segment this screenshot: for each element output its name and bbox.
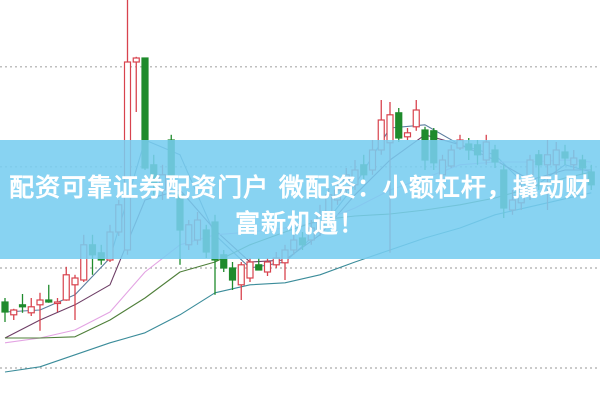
candle-body [132, 57, 140, 63]
candle-body [10, 309, 18, 316]
candle-body [45, 299, 53, 303]
candle-body [386, 114, 394, 144]
promo-banner: 配资可靠证券配资门户 微配资：小额杠杆，撬动财 富新机遇！ [0, 140, 600, 259]
candle-body [1, 301, 9, 313]
candle-body [412, 109, 420, 128]
candle-body [53, 301, 62, 305]
banner-line-2: 富新机遇！ [234, 209, 365, 238]
candle-body [228, 267, 237, 281]
candle-body [27, 306, 35, 314]
banner-line-1: 配资可靠证券配资门户 微配资：小额杠杆，撬动财 [9, 173, 591, 202]
candle-body [18, 304, 27, 308]
candle-body [272, 257, 280, 266]
candle-body [237, 264, 245, 286]
candle-body [71, 277, 79, 286]
candle-body [263, 261, 272, 273]
candle-body [246, 261, 254, 279]
candle-body [403, 132, 412, 138]
candle-body [62, 274, 70, 301]
candle-body [395, 112, 403, 139]
candle-body [255, 264, 263, 271]
candle-body [36, 299, 44, 306]
